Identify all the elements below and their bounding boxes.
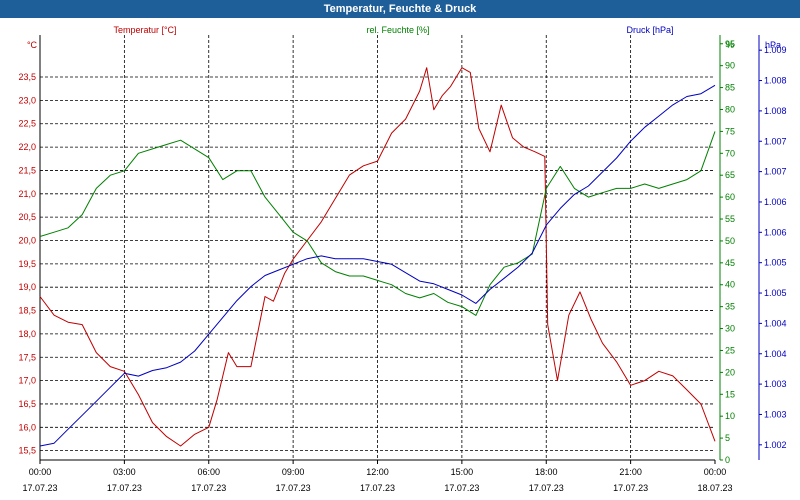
humidity-tick-label: 10 [725,411,735,421]
temp-tick-label: 19,0 [18,282,36,292]
temp-tick-label: 16,0 [18,422,36,432]
temp-tick-label: 22,0 [18,142,36,152]
humidity-unit: % [726,40,734,50]
x-tick-date: 17.07.23 [276,483,311,493]
pressure-axis-title: Druck [hPa] [626,25,673,35]
humidity-tick-label: 40 [725,280,735,290]
x-tick-time: 09:00 [282,467,305,477]
pressure-tick-label: 1.003 [764,409,787,419]
humidity-tick-label: 55 [725,214,735,224]
temp-tick-label: 21,0 [18,189,36,199]
humidity-line [39,131,716,316]
pressure-tick-label: 1.006 [764,197,787,207]
x-tick-date: 17.07.23 [191,483,226,493]
pressure-tick-label: 1.008 [764,76,787,86]
temperature-axis-title: Temperatur [°C] [113,25,176,35]
temp-tick-label: 17,0 [18,376,36,386]
pressure-tick-label: 1.005 [764,288,787,298]
humidity-tick-label: 60 [725,192,735,202]
axes: 15,5 16,0 16,5 17,0 17,5 18,0 18,5 19,0 19,5 20,0… [18,35,787,493]
temp-tick-label: 23,0 [18,95,36,105]
humidity-tick-label: 25 [725,345,735,355]
x-tick-date: 17.07.23 [613,483,648,493]
temp-tick-label: 15,5 [18,446,36,456]
chart-area: 15,5 16,0 16,5 17,0 17,5 18,0 18,5 19,0 19,5 20,0… [18,25,787,493]
x-tick-time: 12:00 [366,467,389,477]
temp-tick-label: 18,0 [18,329,36,339]
pressure-tick-label: 1.008 [764,106,787,116]
humidity-tick-label: 0 [725,455,730,465]
x-tick-time: 15:00 [451,467,474,477]
humidity-tick-label: 85 [725,83,735,93]
pressure-tick-label: 1.003 [764,379,787,389]
x-tick-time: 06:00 [197,467,220,477]
humidity-tick-label: 95 [725,39,735,49]
x-tick-date: 17.07.23 [22,483,57,493]
pressure-tick-label: 1.007 [764,136,787,146]
x-tick-time: 03:00 [113,467,136,477]
humidity-tick-label: 75 [725,126,735,136]
x-tick-time: 00:00 [704,467,727,477]
x-tick-date: 18.07.23 [697,483,732,493]
temp-tick-label: 20,5 [18,212,36,222]
pressure-tick-label: 1.002 [764,440,787,450]
x-tick-date: 17.07.23 [360,483,395,493]
pressure-tick-label: 1.007 [764,167,787,177]
pressure-tick-label: 1.004 [764,318,787,328]
axis-titles: Temperatur [°C] rel. Feuchte [%] Druck [hP… [27,25,781,50]
temp-tick-label: 16,5 [18,399,36,409]
series-lines [39,67,716,447]
humidity-tick-label: 65 [725,170,735,180]
x-tick-date: 17.07.23 [107,483,142,493]
pressure-tick-label: 1.005 [764,258,787,268]
pressure-tick-label: 1.009 [764,45,787,55]
temp-tick-label: 22,5 [18,119,36,129]
humidity-tick-label: 20 [725,367,735,377]
grid-lines [40,35,715,460]
humidity-tick-label: 90 [725,61,735,71]
pressure-tick-label: 1.004 [764,349,787,359]
temp-tick-label: 18,5 [18,306,36,316]
temperature-line [39,67,716,447]
humidity-tick-label: 5 [725,433,730,443]
humidity-tick-label: 35 [725,302,735,312]
temp-tick-label: 19,5 [18,259,36,269]
temp-tick-label: 23,5 [18,72,36,82]
temp-tick-label: 20,0 [18,235,36,245]
humidity-tick-label: 15 [725,389,735,399]
temperature-unit: °C [27,40,38,50]
x-tick-date: 17.07.23 [444,483,479,493]
x-tick-time: 18:00 [535,467,558,477]
x-tick-time: 21:00 [619,467,642,477]
humidity-axis-title: rel. Feuchte [%] [366,25,429,35]
humidity-tick-label: 30 [725,324,735,334]
temp-tick-label: 21,5 [18,165,36,175]
pressure-tick-label: 1.006 [764,227,787,237]
temp-tick-label: 17,5 [18,352,36,362]
pressure-line [39,84,716,447]
pressure-unit: hPa [765,40,781,50]
window-title: Temperatur, Feuchte & Druck [0,0,800,18]
humidity-tick-label: 45 [725,258,735,268]
x-tick-time: 00:00 [29,467,52,477]
humidity-tick-label: 50 [725,236,735,246]
humidity-tick-label: 70 [725,148,735,158]
x-tick-date: 17.07.23 [529,483,564,493]
humidity-tick-label: 80 [725,104,735,114]
